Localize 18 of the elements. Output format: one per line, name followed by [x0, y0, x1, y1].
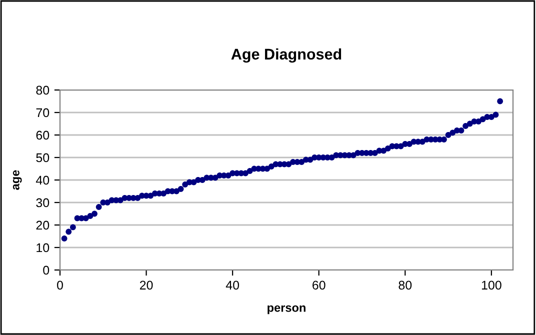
- x-axis-title: person: [268, 305, 306, 314]
- y-tick-label: 10: [36, 243, 50, 252]
- y-tick-label: 40: [36, 176, 50, 185]
- y-tick-label: 30: [36, 198, 50, 208]
- x-tick-label: 20: [140, 280, 153, 290]
- chart-title: Age Diagnosed: [231, 48, 342, 63]
- y-tick-label: 60: [36, 130, 50, 140]
- y-tick-label: 20: [36, 220, 50, 230]
- y-tick-label: 70: [36, 108, 50, 118]
- y-tick-label: 80: [36, 86, 50, 95]
- y-tick-label: 0: [43, 266, 50, 275]
- x-tick-label: 0: [57, 280, 63, 290]
- x-tick-label: 80: [398, 280, 412, 290]
- x-tick-label: 40: [226, 280, 240, 290]
- x-tick-label: 60: [312, 280, 326, 290]
- y-tick-label: 50: [36, 153, 50, 162]
- x-tick-label: 100: [482, 280, 502, 290]
- y-axis-title: age: [12, 170, 22, 190]
